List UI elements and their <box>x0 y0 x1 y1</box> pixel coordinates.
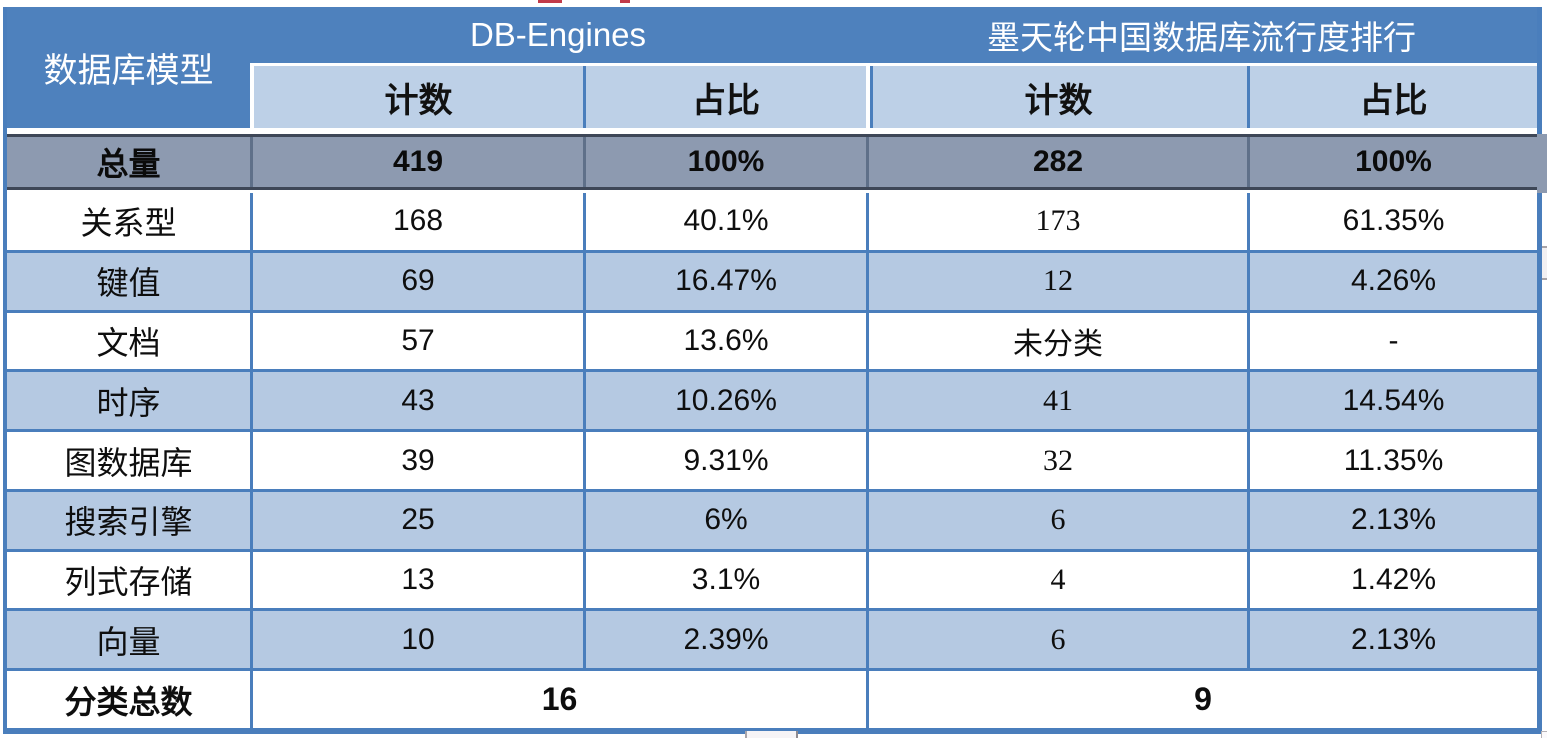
modb-share: 2.13% <box>1247 491 1537 549</box>
row-label: 向量 <box>96 623 161 660</box>
modb-count: 41 <box>866 372 1247 430</box>
corner-header-cell: 数据库模型 <box>7 7 250 128</box>
table-body: 关系型 168 40.1% 173 61.35% 键值 69 16.47% 12… <box>7 193 1537 729</box>
dbe-count: 168 <box>250 193 583 250</box>
modb-share: 2.13% <box>1247 611 1537 669</box>
row-label: 关系型 <box>80 205 177 242</box>
row-label: 分类总数 <box>64 683 193 720</box>
dbe-category-total: 16 <box>250 671 866 729</box>
sub-header-modb-count: 计数 <box>866 66 1247 128</box>
vertical-scrollbar-fragment[interactable] <box>1542 246 1547 280</box>
dbe-share: 13.6% <box>583 312 866 370</box>
table-row: 列式存储 13 3.1% 4 1.42% <box>7 548 1537 609</box>
cropped-red-text-fragment <box>538 0 562 3</box>
table-row: 向量 10 2.39% 6 2.13% <box>7 608 1537 669</box>
dbe-count: 25 <box>250 491 583 549</box>
sub-header-dbe-count: 计数 <box>250 66 583 128</box>
row-gap <box>7 190 1537 193</box>
dbe-share: 10.26% <box>583 372 866 430</box>
row-label: 总量 <box>96 146 161 182</box>
table-row: 时序 43 10.26% 41 14.54% <box>7 369 1537 430</box>
total-modb-count: 282 <box>866 137 1247 187</box>
total-modb-share: 100% <box>1247 137 1537 187</box>
group-header-row: DB-Engines 墨天轮中国数据库流行度排行 <box>7 7 1537 63</box>
cropped-red-text-fragment <box>620 0 630 3</box>
scrollbar-corner-fragment <box>1541 731 1547 738</box>
dbe-count: 39 <box>250 432 583 489</box>
modb-count: 12 <box>866 252 1247 310</box>
row-label: 文档 <box>96 324 161 361</box>
row-label: 图数据库 <box>64 444 193 481</box>
dbe-share: 40.1% <box>583 193 866 250</box>
modb-share: 1.42% <box>1247 551 1537 609</box>
dbe-share: 16.47% <box>583 252 866 310</box>
total-row-overflow-fragment <box>1537 134 1547 193</box>
sub-header-row: 计数 占比 计数 占比 <box>7 66 1537 128</box>
summary-row: 分类总数 16 9 <box>7 668 1537 729</box>
modb-share: 4.26% <box>1247 252 1537 310</box>
modb-count: 6 <box>866 491 1247 549</box>
table-row: 搜索引擎 25 6% 6 2.13% <box>7 488 1537 549</box>
dbe-count: 13 <box>250 551 583 609</box>
modb-share: 61.35% <box>1247 193 1537 250</box>
modb-share: - <box>1247 312 1537 370</box>
dbe-share: 9.31% <box>583 432 866 489</box>
dbe-count: 69 <box>250 252 583 310</box>
group-header-db-engines: DB-Engines <box>469 16 647 53</box>
row-label: 时序 <box>96 384 161 421</box>
modb-share: 14.54% <box>1247 372 1537 430</box>
dbe-share: 6% <box>583 491 866 549</box>
modb-count: 6 <box>866 611 1247 669</box>
dbe-count: 10 <box>250 611 583 669</box>
modb-category-total: 9 <box>866 671 1537 729</box>
sub-header-modb-share: 占比 <box>1247 66 1537 128</box>
row-label: 列式存储 <box>64 564 193 601</box>
total-dbe-count: 419 <box>250 137 583 187</box>
modb-share: 11.35% <box>1247 432 1537 489</box>
group-header-modb: 墨天轮中国数据库流行度排行 <box>987 21 1416 57</box>
modb-count: 4 <box>866 551 1247 609</box>
dbe-share: 2.39% <box>583 611 866 669</box>
dbe-count: 57 <box>250 312 583 370</box>
row-label: 键值 <box>96 265 161 302</box>
modb-count: 32 <box>866 432 1247 489</box>
row-gap <box>7 128 1537 134</box>
row-label: 搜索引擎 <box>64 504 193 541</box>
modb-count: 173 <box>866 193 1247 250</box>
sub-header-dbe-share: 占比 <box>583 66 866 128</box>
modb-count: 未分类 <box>866 312 1247 370</box>
table-row: 图数据库 39 9.31% 32 11.35% <box>7 429 1537 489</box>
total-dbe-share: 100% <box>583 137 866 187</box>
table-row: 文档 57 13.6% 未分类 - <box>7 309 1537 370</box>
table-row: 键值 69 16.47% 12 4.26% <box>7 249 1537 310</box>
database-model-comparison-table: 数据库模型 DB-Engines 墨天轮中国数据库流行度排行 计数 占比 计数 … <box>3 7 1542 734</box>
total-row: 总量 419 100% 282 100% <box>7 134 1537 190</box>
dbe-count: 43 <box>250 372 583 430</box>
horizontal-scrollbar-thumb[interactable] <box>745 731 798 738</box>
dbe-share: 3.1% <box>583 551 866 609</box>
table-row: 关系型 168 40.1% 173 61.35% <box>7 193 1537 250</box>
